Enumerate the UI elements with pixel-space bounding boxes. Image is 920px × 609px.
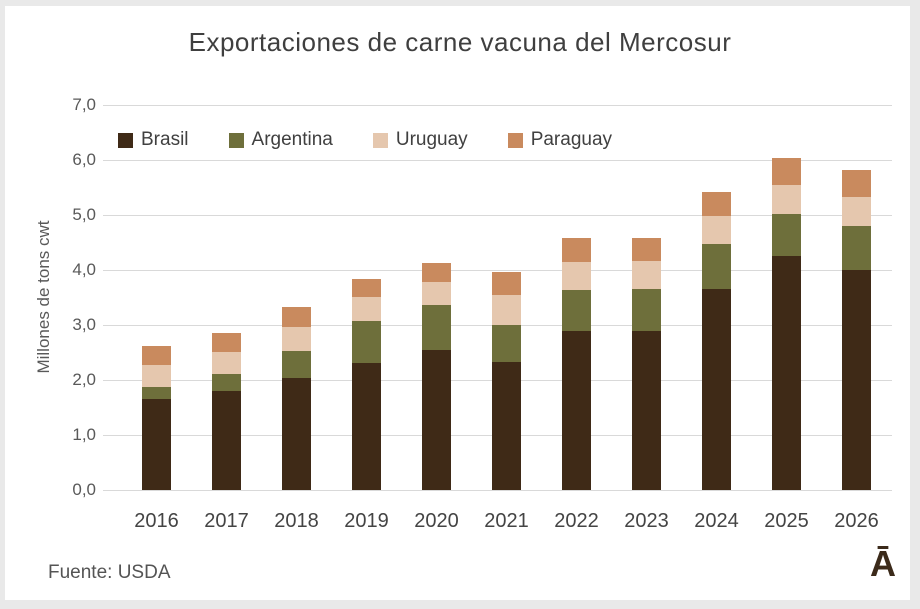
bar-segment-uruguay xyxy=(282,326,311,351)
bar-segment-paraguay xyxy=(492,272,521,296)
bar-segment-argentina xyxy=(352,321,381,364)
bar-segment-brasil xyxy=(772,256,801,490)
x-tick-label: 2020 xyxy=(414,510,459,532)
legend-label: Paraguay xyxy=(530,129,613,150)
stacked-bar-2026 xyxy=(842,170,871,491)
bar-segment-paraguay xyxy=(632,238,661,262)
legend-item-argentina: Argentina xyxy=(228,129,333,151)
legend-label: Argentina xyxy=(251,129,333,150)
bar-segment-uruguay xyxy=(142,364,171,387)
y-tick-label: 5,0 xyxy=(72,205,96,224)
bar-segment-argentina xyxy=(772,214,801,257)
bar-segment-paraguay xyxy=(702,192,731,217)
bar-segment-brasil xyxy=(842,270,871,491)
y-tick-label: 7,0 xyxy=(72,95,96,114)
bar-segment-uruguay xyxy=(842,196,871,227)
x-tick-label: 2026 xyxy=(834,510,879,532)
gridline xyxy=(103,270,892,271)
legend-swatch-icon xyxy=(118,132,133,148)
legend-item-brasil: Brasil xyxy=(118,129,189,151)
bar-segment-argentina xyxy=(422,304,451,350)
legend-swatch-icon xyxy=(372,132,388,148)
x-tick-label: 2023 xyxy=(624,510,669,532)
y-tick-label: 3,0 xyxy=(72,315,96,334)
bar-segment-paraguay xyxy=(842,170,871,197)
bar-segment-uruguay xyxy=(492,295,521,326)
bar-segment-paraguay xyxy=(422,263,451,282)
bar-segment-paraguay xyxy=(562,238,591,263)
bar-segment-argentina xyxy=(842,226,871,271)
x-tick-label: 2017 xyxy=(204,510,249,532)
bar-segment-uruguay xyxy=(352,297,381,322)
gridline xyxy=(103,490,892,491)
bar-segment-brasil xyxy=(212,390,241,490)
legend: Brasil Argentina Uruguay Paraguay xyxy=(118,129,612,151)
bar-segment-brasil xyxy=(282,378,311,490)
bar-segment-argentina xyxy=(142,386,171,400)
y-axis-title: Millones de tons cwt xyxy=(34,220,53,374)
legend-label: Uruguay xyxy=(395,129,468,150)
bar-segment-paraguay xyxy=(212,333,241,352)
stacked-bar-2022 xyxy=(562,238,591,490)
bar-segment-uruguay xyxy=(422,281,451,305)
bar-segment-uruguay xyxy=(772,185,801,215)
legend-swatch-icon xyxy=(507,132,523,148)
x-tick-label: 2025 xyxy=(764,510,809,532)
stacked-bar-2016 xyxy=(142,346,171,490)
stacked-bar-2021 xyxy=(492,272,521,490)
y-tick-label: 6,0 xyxy=(72,150,96,169)
y-tick-label: 4,0 xyxy=(72,260,96,279)
bar-segment-brasil xyxy=(352,363,381,490)
bar-segment-paraguay xyxy=(142,346,171,365)
bar-segment-argentina xyxy=(632,289,661,332)
x-tick-label: 2024 xyxy=(694,510,739,532)
stacked-bar-2018 xyxy=(282,307,311,490)
bar-segment-paraguay xyxy=(282,307,311,327)
x-tick-label: 2022 xyxy=(554,510,599,532)
bar-segment-uruguay xyxy=(562,262,591,290)
gridline xyxy=(103,215,892,216)
bar-segment-argentina xyxy=(282,350,311,379)
brand-logo: Ā xyxy=(870,543,896,584)
bar-segment-paraguay xyxy=(772,158,801,186)
y-tick-label: 1,0 xyxy=(72,425,96,444)
bar-segment-argentina xyxy=(702,243,731,290)
stacked-bar-2020 xyxy=(422,263,451,490)
stacked-bar-2025 xyxy=(772,158,801,490)
y-tick-label: 0,0 xyxy=(72,480,96,499)
legend-item-paraguay: Paraguay xyxy=(507,129,613,151)
bar-segment-uruguay xyxy=(702,216,731,244)
bar-segment-brasil xyxy=(632,331,661,490)
x-tick-label: 2019 xyxy=(344,510,389,532)
stacked-bar-2024 xyxy=(702,192,731,491)
stacked-bar-2023 xyxy=(632,238,661,490)
gridline xyxy=(103,160,892,161)
bar-segment-argentina xyxy=(562,289,591,331)
y-tick-label: 2,0 xyxy=(72,370,96,389)
bar-segment-brasil xyxy=(562,330,591,490)
bar-segment-brasil xyxy=(142,399,171,490)
legend-item-uruguay: Uruguay xyxy=(372,129,468,151)
bar-segment-argentina xyxy=(212,373,241,391)
bar-segment-brasil xyxy=(492,362,521,490)
x-tick-label: 2018 xyxy=(274,510,319,532)
bar-segment-brasil xyxy=(702,289,731,491)
bar-segment-argentina xyxy=(492,325,521,363)
stacked-bar-2017 xyxy=(212,333,241,490)
legend-swatch-icon xyxy=(228,132,244,148)
chart-title: Exportaciones de carne vacuna del Mercos… xyxy=(188,27,732,57)
source-note: Fuente: USDA xyxy=(48,562,171,583)
stacked-bar-2019 xyxy=(352,279,381,490)
legend-label: Brasil xyxy=(141,129,189,150)
x-tick-label: 2016 xyxy=(134,510,179,532)
bar-segment-uruguay xyxy=(212,351,241,374)
bar-segment-brasil xyxy=(422,349,451,490)
x-tick-label: 2021 xyxy=(484,510,529,532)
gridline xyxy=(103,105,892,106)
bar-segment-paraguay xyxy=(352,279,381,298)
bar-segment-uruguay xyxy=(632,261,661,290)
